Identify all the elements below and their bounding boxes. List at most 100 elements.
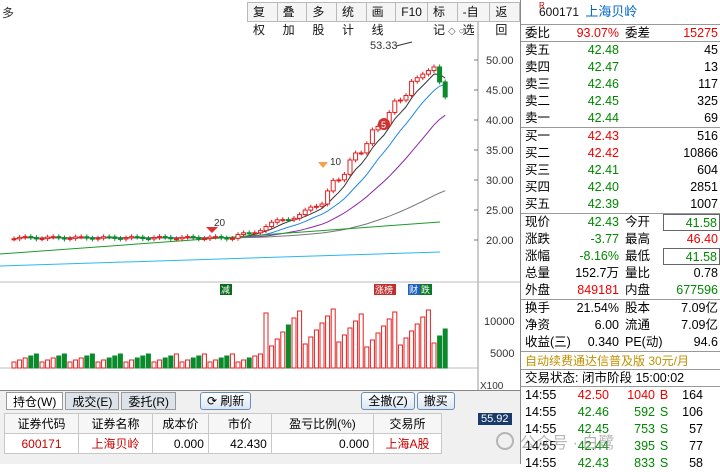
volume-bar [403, 337, 409, 369]
candle [302, 207, 308, 217]
multi-stock-button[interactable]: 多股 [306, 2, 337, 37]
sell-row: 卖二 42.45 325 [525, 94, 718, 108]
candle [257, 228, 263, 236]
table-header-row: 证券代码 证券名称 成本价 市价 盈亏比例(%) 交易所 [4, 413, 442, 434]
volume-bar [308, 336, 314, 369]
tab-orders[interactable]: 委托(R) [121, 392, 176, 410]
candle [67, 235, 73, 242]
vol-tick-10000: 10000 [484, 316, 515, 328]
volume-bar [358, 313, 364, 369]
kline-chart-area[interactable]: 多 复权 叠加 多股 统计 画线 F10 标记 -自选 返回 ◇ ○ 50.00… [0, 0, 521, 464]
stats-button[interactable]: 统计 [335, 2, 367, 37]
candle [179, 234, 185, 242]
volume-bar [241, 359, 247, 369]
col-cost[interactable]: 成本价 [152, 413, 209, 434]
cancel-all-button[interactable]: 全撤(Z) [361, 392, 415, 410]
candle [84, 234, 90, 241]
trade-state: 交易状态: 闭市阶段 15:00:02 [521, 369, 720, 386]
sell-row: 卖五 42.48 45 [525, 43, 718, 57]
stock-title: R 600171 上海贝岭 [521, 0, 720, 24]
stock-name[interactable]: 上海贝岭 [585, 4, 638, 19]
volume-bar [263, 312, 269, 369]
candle [358, 150, 364, 156]
tag-reduce [220, 284, 232, 295]
buy-row: 买二 42.42 10866 [525, 146, 718, 160]
candle [61, 235, 67, 242]
fuquan-button[interactable]: 复权 [247, 2, 278, 37]
candle [297, 212, 303, 221]
volume-bar [246, 357, 252, 369]
volume-bar [134, 357, 140, 369]
tab-holdings[interactable]: 持仓(W) [6, 392, 64, 410]
draw-line-button[interactable]: 画线 [365, 2, 397, 37]
volume-bar [73, 359, 79, 369]
candle [17, 234, 23, 242]
tag-finance [408, 284, 420, 295]
stats-block: 现价 42.43 今开 41.58 涨跌 -3.77 最高 46.40 涨幅 -8.16% 最低 41… [521, 213, 720, 299]
overlay-button[interactable]: 叠加 [276, 2, 308, 37]
candle [291, 215, 297, 223]
volume-bar [224, 355, 230, 369]
svg-text:减: 减 [221, 284, 230, 295]
candle [39, 236, 45, 242]
tag-fall [420, 284, 432, 295]
mark-button[interactable]: 标记 [426, 2, 458, 37]
candle [140, 234, 146, 242]
volume-bar [274, 338, 280, 369]
col-exchange[interactable]: 交易所 [373, 413, 442, 434]
candle [235, 232, 241, 241]
price-tick: 25.00 [486, 205, 514, 217]
col-name[interactable]: 证券名称 [78, 413, 153, 434]
position-panel: 持仓(W) 成交(E) 委托(R) ⟳ 刷新 全撤(Z) 撤买 证券代码 证券名… [0, 390, 520, 464]
tick-row: 14:55 42.46 592 S 106 [525, 405, 703, 419]
volume-bar [397, 344, 403, 369]
candle [229, 235, 235, 242]
moving-average-line [13, 84, 446, 240]
tick-row: 14:55 42.50 1040 B 164 [525, 388, 703, 402]
sell-book: 卖五 42.48 45 卖四 42.47 13 卖三 42.46 117 卖二 42.45 325 卖一… [521, 41, 720, 127]
volume-bar [190, 357, 196, 369]
candle [11, 236, 17, 242]
candle [263, 224, 269, 234]
refresh-icon: ⟳ [207, 394, 221, 408]
candle [28, 234, 34, 241]
col-pnl[interactable]: 盈亏比例(%) [270, 413, 375, 434]
candle [409, 78, 415, 98]
left-menu-label[interactable]: 多 [2, 6, 15, 20]
volume-bar [252, 355, 258, 369]
volume-bar [78, 357, 84, 369]
chart-option-icons[interactable]: ◇ ○ [448, 26, 465, 37]
remove-watchlist-button[interactable]: -自选 [456, 2, 491, 37]
volume-bar [392, 311, 398, 369]
buy-row: 买三 42.41 604 [525, 163, 718, 177]
candle [369, 127, 375, 147]
refresh-button[interactable]: ⟳ 刷新 [200, 392, 252, 410]
stat-row: 涨跌 -3.77 最高 46.40 [525, 232, 718, 246]
cancel-buy-button[interactable]: 撤买 [416, 392, 455, 410]
stat-row: 净资 6.00 流通 7.09亿 [525, 318, 718, 332]
volume-bar [106, 357, 112, 369]
price-tick: 50.00 [486, 55, 514, 67]
candle [22, 234, 28, 240]
tab-deals[interactable]: 成交(E) [65, 392, 120, 410]
table-row[interactable]: 600171 上海贝岭 0.000 42.430 0.000 上海A股 [4, 433, 442, 454]
volume-bar [151, 361, 157, 369]
col-code[interactable]: 证券代码 [4, 413, 79, 434]
volume-bar [67, 361, 73, 369]
back-button[interactable]: 返回 [489, 2, 521, 37]
volume-bar [341, 334, 347, 369]
volume-bar [431, 342, 437, 369]
price-tick: 40.00 [486, 115, 514, 127]
col-price[interactable]: 市价 [207, 413, 272, 434]
price-tick: 30.00 [486, 175, 514, 187]
candle [157, 234, 163, 241]
volume-bar [11, 361, 17, 369]
volume-bar [218, 357, 224, 369]
volume-bar [207, 361, 213, 369]
volume-bar [95, 361, 101, 369]
f10-button[interactable]: F10 [395, 2, 428, 22]
candle [330, 177, 336, 194]
candle [33, 235, 39, 242]
ad-banner[interactable]: 自动续费通达信普及版 30元/月 [521, 351, 720, 369]
stat-row: 外盘 849181 内盘 677596 [525, 283, 718, 297]
